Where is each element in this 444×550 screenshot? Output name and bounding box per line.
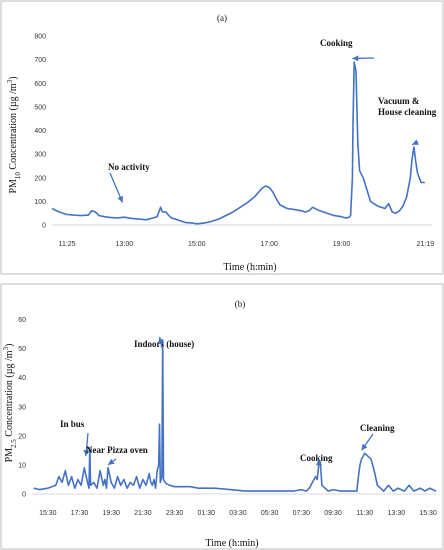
annotation-arrowhead [158,336,164,344]
y-tick-label: 0 [22,492,26,499]
chart-panel-a: (a) 0 100 200 300 400 500 600 700 800 11:25 13:00… [0,0,444,275]
chart-a-ylabel: PM10 Concentration (µg /m3) [6,76,22,193]
y-tick-label: 700 [34,57,46,64]
chart-a-y-ticks: 0 100 200 300 400 500 600 700 800 [34,34,46,230]
chart-panel-b: (b) 0 10 20 30 40 50 60 15:30 17:30 19:30 21:30 23… [0,283,444,550]
y-tick-label: 20 [18,433,26,440]
x-tick-label: 01:30 [198,510,216,517]
y-tick-label: 300 [34,152,46,159]
x-tick-label: 11:25 [59,241,76,248]
x-tick-label: 15:30 [39,510,57,517]
chart-b-x-ticks: 15:30 17:30 19:30 21:30 23:30 01:30 03:30 05:30… [39,510,437,517]
y-tick-label: 40 [18,375,26,382]
x-tick-label: 17:30 [71,510,89,517]
annotation-arrowhead [412,139,419,145]
x-tick-label: 21:30 [134,510,152,517]
x-tick-label: 11:30 [356,510,373,517]
chart-a-title: (a) [217,13,227,23]
annotation-arrowhead [117,195,123,203]
chart-b-y-ticks: 0 10 20 30 40 50 60 [18,317,26,498]
x-tick-label: 23:30 [166,510,184,517]
x-tick-label: 09:30 [324,510,342,517]
y-tick-label: 10 [18,462,26,469]
chart-a-annotations: No activity Cooking Vacuum &House cleaning [108,38,437,203]
chart-a-frame [0,0,444,275]
y-tick-label: 400 [34,128,46,135]
y-tick-label: 100 [34,199,46,206]
annotation-label: Near Pizza oven [86,445,148,455]
annotation-label: Indoors (house) [134,339,194,349]
y-tick-label: 600 [34,81,46,88]
x-tick-label: 17:00 [260,241,278,248]
annotation-label: Vacuum & [378,96,420,106]
x-tick-label: 13:30 [388,510,406,517]
y-tick-label: 500 [34,104,46,111]
annotation-label: Cooking [320,38,353,48]
annotation-label: Cleaning [360,423,395,433]
annotation-arrowhead [352,55,359,62]
y-tick-label: 800 [34,34,46,41]
chart-a-series-line [51,61,425,225]
chart-b-svg: (b) 0 10 20 30 40 50 60 15:30 17:30 19:30 21:30 23… [0,283,444,550]
x-tick-label: 19:00 [333,241,351,248]
y-tick-label: 50 [18,346,26,353]
chart-b-frame [0,283,444,550]
x-tick-label: 15:00 [188,241,206,248]
annotation-label-line2: House cleaning [378,107,437,117]
chart-b-xlabel: Time (h:min) [205,538,258,549]
y-tick-label: 30 [18,404,26,411]
annotation-label: In bus [60,419,85,429]
chart-b-annotations: In bus Near Pizza oven Indoors (house) Cook… [60,336,395,466]
x-tick-label: 15:30 [419,510,437,517]
annotation-arrowhead [83,449,90,457]
x-tick-label: 21:19 [417,241,435,248]
y-tick-label: 200 [34,175,46,182]
annotation-label: Cooking [300,453,333,463]
x-tick-label: 07:30 [293,510,311,517]
chart-b-ylabel: PM2.5 Concentration (µg /m3) [2,344,18,463]
x-tick-label: 13:00 [116,241,134,248]
annotation-label: No activity [108,162,150,172]
y-tick-label: 0 [42,223,46,230]
chart-b-series-line [33,339,437,492]
x-tick-label: 05:30 [261,510,279,517]
chart-a-svg: (a) 0 100 200 300 400 500 600 700 800 11:25 13:00… [0,0,444,275]
annotation-arrowhead [316,459,323,466]
chart-a-x-ticks: 11:25 13:00 15:00 17:00 19:00 21:19 [59,241,435,248]
chart-b-title: (b) [235,299,246,309]
x-tick-label: 03:30 [229,510,247,517]
annotation-arrowhead [108,458,115,465]
x-tick-label: 19:30 [102,510,120,517]
annotation-arrowhead [361,443,368,451]
chart-a-xlabel: Time (h:min) [223,262,276,273]
y-tick-label: 60 [18,317,26,324]
